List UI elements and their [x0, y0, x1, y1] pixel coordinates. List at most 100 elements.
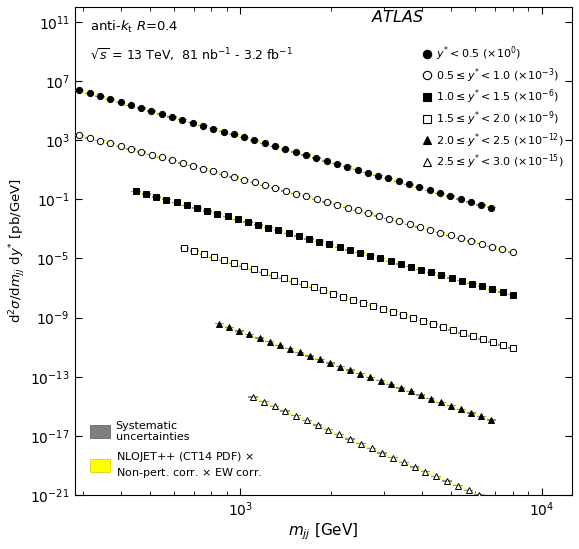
Polygon shape [389, 457, 398, 458]
Polygon shape [384, 218, 394, 220]
Polygon shape [477, 243, 486, 244]
Polygon shape [105, 99, 115, 100]
Polygon shape [126, 148, 135, 150]
Polygon shape [446, 195, 455, 197]
Polygon shape [254, 224, 263, 226]
Polygon shape [301, 154, 310, 156]
Polygon shape [487, 419, 496, 421]
Polygon shape [209, 171, 218, 172]
Polygon shape [487, 207, 496, 209]
Polygon shape [182, 205, 192, 206]
Polygon shape [192, 208, 201, 209]
Polygon shape [415, 187, 424, 188]
Polygon shape [179, 248, 189, 249]
Polygon shape [229, 176, 239, 177]
Polygon shape [453, 485, 463, 486]
Polygon shape [405, 223, 414, 225]
Polygon shape [260, 143, 269, 144]
Polygon shape [508, 348, 517, 349]
Polygon shape [219, 260, 228, 261]
Polygon shape [96, 96, 105, 97]
Polygon shape [291, 152, 301, 153]
Polygon shape [447, 277, 456, 279]
Polygon shape [449, 329, 457, 330]
Polygon shape [364, 212, 373, 214]
Polygon shape [229, 134, 239, 135]
Polygon shape [435, 193, 445, 194]
Polygon shape [203, 210, 212, 211]
Polygon shape [335, 247, 344, 248]
Y-axis label: d$^{2}\sigma$/d$m_{jj}$ d$y^{*}$ [pb/GeV]: d$^{2}\sigma$/d$m_{jj}$ d$y^{*}$ [pb/GeV… [7, 178, 28, 323]
Polygon shape [457, 408, 466, 410]
Polygon shape [488, 289, 497, 290]
Polygon shape [374, 215, 383, 216]
Polygon shape [219, 173, 229, 175]
Polygon shape [223, 216, 232, 217]
Polygon shape [167, 160, 177, 161]
Polygon shape [314, 241, 324, 242]
Polygon shape [255, 338, 264, 339]
Polygon shape [157, 157, 167, 158]
Polygon shape [478, 286, 487, 287]
Polygon shape [379, 308, 388, 309]
Polygon shape [250, 268, 258, 270]
Polygon shape [356, 373, 365, 374]
Polygon shape [291, 193, 301, 194]
Polygon shape [333, 204, 342, 205]
Polygon shape [343, 207, 352, 208]
Polygon shape [75, 135, 84, 136]
Polygon shape [162, 199, 171, 200]
Polygon shape [426, 398, 435, 399]
Polygon shape [313, 424, 323, 425]
Polygon shape [346, 369, 355, 371]
Polygon shape [302, 196, 311, 197]
Legend: Systematic
uncertainties, NLOJET++ (CT14 PDF) $\times$
Non-pert. corr. $\times$ : Systematic uncertainties, NLOJET++ (CT14… [90, 421, 262, 480]
Polygon shape [275, 345, 284, 346]
Polygon shape [152, 196, 161, 198]
Polygon shape [363, 172, 372, 173]
Polygon shape [64, 87, 74, 88]
Polygon shape [329, 293, 338, 294]
Polygon shape [394, 181, 404, 182]
Polygon shape [250, 139, 259, 141]
Polygon shape [281, 190, 290, 192]
Polygon shape [498, 292, 507, 293]
Polygon shape [312, 199, 321, 200]
Polygon shape [373, 175, 383, 176]
Polygon shape [291, 415, 301, 416]
Polygon shape [339, 296, 348, 297]
Polygon shape [409, 317, 417, 318]
Text: $\sqrt{s}$ = 13 TeV,  81 nb$^{-1}$ - 3.2 fb$^{-1}$: $\sqrt{s}$ = 13 TeV, 81 nb$^{-1}$ - 3.2 … [90, 47, 292, 64]
Polygon shape [85, 93, 94, 94]
Polygon shape [425, 189, 434, 191]
Polygon shape [446, 235, 456, 236]
Polygon shape [188, 165, 197, 166]
Polygon shape [345, 438, 355, 440]
Polygon shape [464, 490, 474, 491]
Polygon shape [225, 327, 234, 328]
Polygon shape [274, 230, 283, 231]
Polygon shape [427, 272, 436, 273]
Polygon shape [459, 332, 467, 334]
Polygon shape [271, 187, 280, 189]
Polygon shape [219, 131, 228, 132]
Polygon shape [96, 140, 105, 142]
Polygon shape [312, 158, 321, 159]
Polygon shape [406, 266, 416, 267]
Polygon shape [438, 326, 448, 328]
Polygon shape [404, 184, 413, 185]
Polygon shape [157, 113, 166, 115]
Polygon shape [478, 338, 488, 340]
Polygon shape [365, 255, 375, 256]
Polygon shape [349, 299, 358, 300]
Polygon shape [280, 411, 290, 412]
Polygon shape [316, 359, 325, 360]
Polygon shape [367, 447, 376, 449]
Polygon shape [468, 335, 477, 337]
Polygon shape [386, 384, 395, 385]
Polygon shape [147, 154, 156, 155]
Polygon shape [200, 254, 208, 255]
Polygon shape [378, 452, 387, 453]
Polygon shape [366, 377, 375, 378]
Polygon shape [426, 229, 435, 231]
